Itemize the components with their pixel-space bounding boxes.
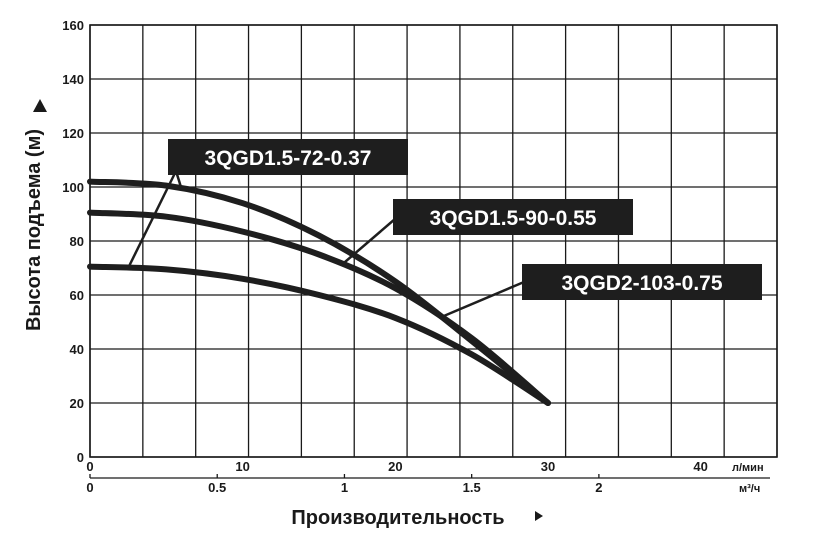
series-label-box [522, 264, 762, 300]
y-tick-label: 40 [70, 342, 84, 357]
x-axis-title: Производительность [291, 507, 504, 529]
x-tick-label-secondary: 2 [595, 480, 602, 495]
x-tick-label-primary: 0 [86, 459, 93, 474]
leader-line [440, 280, 525, 319]
y-tick-label: 100 [62, 180, 84, 195]
series-curve [87, 263, 551, 406]
x-tick-label-secondary: 0.5 [208, 480, 226, 495]
x-tick-labels-secondary: 0 0.5 1 1.5 2 [86, 474, 770, 495]
x-tick-label-secondary: 1 [341, 480, 348, 495]
series-label: 3QGD1.5-90-0.55 [430, 207, 597, 230]
x-secondary-unit: м³/ч [739, 483, 760, 495]
x-tick-label-secondary: 1.5 [463, 480, 481, 495]
x-tick-labels-primary: 0 10 20 30 40 [86, 459, 708, 474]
y-axis-arrow-icon [33, 99, 47, 112]
series-label-box [168, 139, 408, 175]
x-axis-arrow-icon [535, 511, 543, 521]
leader-line [127, 170, 178, 269]
leader-lines [127, 170, 525, 319]
x-primary-unit: л/мин [732, 462, 764, 474]
series-labels: 3QGD1.5-72-0.37 3QGD1.5-90-0.55 3QGD2-103-… [168, 139, 762, 300]
y-tick-label: 60 [70, 288, 84, 303]
y-tick-label: 20 [70, 396, 84, 411]
series-curve [87, 178, 551, 406]
y-tick-label: 160 [62, 18, 84, 33]
series-label: 3QGD2-103-0.75 [561, 272, 722, 295]
curves [87, 178, 551, 406]
y-tick-label: 0 [77, 450, 84, 465]
y-tick-label: 120 [62, 126, 84, 141]
x-tick-label-primary: 40 [693, 459, 707, 474]
y-axis-title: Высота подъема (м) [23, 129, 45, 331]
grid [89, 24, 778, 458]
x-tick-label-primary: 10 [235, 459, 249, 474]
y-tick-label: 80 [70, 234, 84, 249]
leader-line [341, 218, 396, 266]
y-tick-labels: 0 20 40 60 80 100 120 140 160 [62, 18, 84, 465]
x-tick-label-primary: 20 [388, 459, 402, 474]
x-tick-label-secondary: 0 [86, 480, 93, 495]
plot-frame [89, 24, 778, 458]
y-tick-label: 140 [62, 72, 84, 87]
series-label: 3QGD1.5-72-0.37 [205, 147, 372, 170]
x-tick-label-primary: 30 [541, 459, 555, 474]
series-label-box [393, 199, 633, 235]
